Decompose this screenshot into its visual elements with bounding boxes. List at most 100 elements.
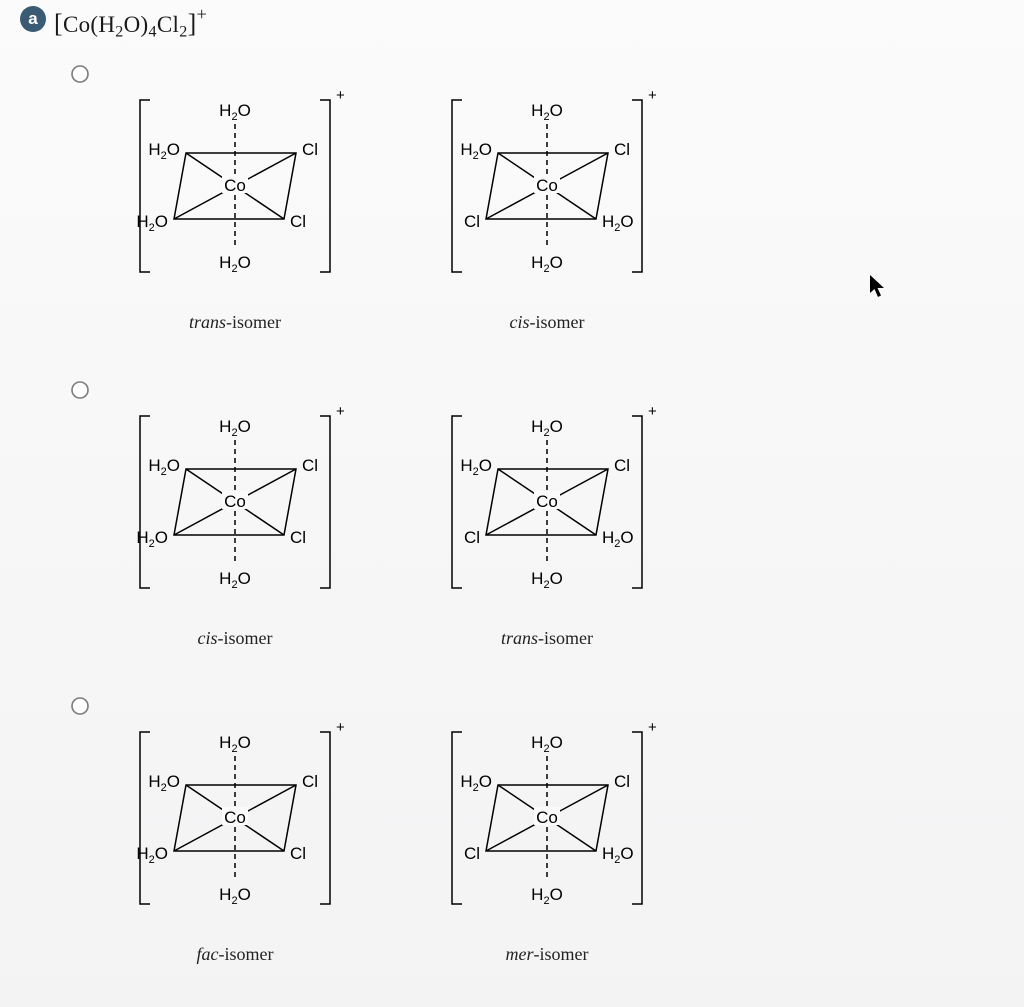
structure-pair: +CoH2OH2OH2OClH2OClcis-isomer+CoH2OH2OH2…: [100, 374, 682, 674]
answer-option: +CoH2OH2OH2OClH2OCltrans-isomer+CoH2OH2O…: [70, 58, 682, 374]
svg-text:H2O: H2O: [219, 733, 251, 755]
svg-text:Cl: Cl: [614, 140, 630, 159]
svg-text:+: +: [336, 719, 345, 736]
formula-part-2: O): [124, 12, 149, 37]
compound-formula: [Co(H2O)4Cl2]+: [54, 4, 207, 41]
svg-text:H2O: H2O: [460, 772, 492, 794]
isomer-prefix: trans: [189, 312, 226, 332]
radio-button[interactable]: [70, 380, 90, 400]
svg-text:H2O: H2O: [460, 456, 492, 478]
structure-diagram: + Co H2O H2O H2O Cl Cl H2O: [412, 690, 682, 940]
svg-text:Cl: Cl: [614, 456, 630, 475]
svg-text:Cl: Cl: [464, 212, 480, 231]
svg-text:+: +: [336, 87, 345, 104]
isomer-prefix: fac: [197, 944, 219, 964]
isomer-caption: cis-isomer: [198, 628, 273, 649]
svg-text:H2O: H2O: [219, 101, 251, 123]
svg-text:Cl: Cl: [464, 844, 480, 863]
svg-text:H2O: H2O: [602, 212, 634, 234]
answer-option: +CoH2OH2OH2OClH2OClfac-isomer+CoH2OH2OH2…: [70, 690, 682, 1006]
structure-block: + Co H2O H2O H2O Cl Cl H2O cis-isomer: [412, 58, 682, 358]
svg-text:H2O: H2O: [531, 253, 563, 275]
svg-text:+: +: [648, 403, 657, 420]
svg-text:Cl: Cl: [290, 528, 306, 547]
svg-text:H2O: H2O: [531, 885, 563, 907]
structure-pair: +CoH2OH2OH2OClH2OCltrans-isomer+CoH2OH2O…: [100, 58, 682, 358]
isomer-caption: mer-isomer: [506, 944, 589, 965]
svg-text:+: +: [648, 719, 657, 736]
isomer-prefix: cis: [198, 628, 218, 648]
svg-text:Cl: Cl: [290, 844, 306, 863]
svg-text:H2O: H2O: [219, 253, 251, 275]
svg-text:H2O: H2O: [136, 844, 168, 866]
structure-block: + Co H2O H2O H2O Cl Cl H2O trans-isomer: [412, 374, 682, 674]
svg-text:Cl: Cl: [290, 212, 306, 231]
structure-diagram: + Co H2O H2O H2O Cl Cl H2O: [412, 58, 682, 308]
page: a [Co(H2O)4Cl2]+ +CoH2OH2OH2OClH2OCltran…: [0, 0, 1024, 1007]
structure-diagram: + Co H2O H2O H2O Cl Cl H2O: [412, 374, 682, 624]
cursor-icon: [868, 273, 888, 299]
isomer-prefix: mer: [506, 944, 534, 964]
svg-text:H2O: H2O: [219, 417, 251, 439]
isomer-prefix: trans: [501, 628, 538, 648]
structure-block: + Co H2O H2O H2O Cl H2O Cl fac-isomer: [100, 690, 370, 990]
svg-text:H2O: H2O: [602, 528, 634, 550]
formula-sub-3: 2: [179, 23, 187, 40]
svg-text:Co: Co: [224, 808, 246, 827]
structure-block: + Co H2O H2O H2O Cl H2O Cl trans-isomer: [100, 58, 370, 358]
isomer-suffix: -isomer: [538, 628, 593, 648]
isomer-prefix: cis: [510, 312, 530, 332]
structure-diagram: + Co H2O H2O H2O Cl H2O Cl: [100, 690, 370, 940]
svg-text:Cl: Cl: [302, 456, 318, 475]
answer-options: +CoH2OH2OH2OClH2OCltrans-isomer+CoH2OH2O…: [70, 58, 682, 1006]
svg-text:Co: Co: [224, 176, 246, 195]
formula-part-3: Cl: [157, 12, 179, 37]
structure-block: + Co H2O H2O H2O Cl Cl H2O mer-isomer: [412, 690, 682, 990]
formula-sub-2: 4: [149, 23, 157, 40]
svg-text:H2O: H2O: [219, 885, 251, 907]
isomer-caption: fac-isomer: [197, 944, 274, 965]
isomer-suffix: -isomer: [219, 944, 274, 964]
formula-sub-1: 2: [115, 23, 123, 40]
svg-text:Cl: Cl: [302, 772, 318, 791]
svg-text:H2O: H2O: [148, 140, 180, 162]
svg-text:H2O: H2O: [460, 140, 492, 162]
structure-diagram: +CoH2OH2OH2OClH2OCl: [100, 374, 370, 624]
svg-text:H2O: H2O: [531, 101, 563, 123]
isomer-suffix: -isomer: [530, 312, 585, 332]
formula-charge: +: [197, 4, 208, 24]
svg-text:H2O: H2O: [531, 733, 563, 755]
open-bracket: [: [54, 9, 63, 38]
isomer-suffix: -isomer: [218, 628, 273, 648]
svg-text:Co: Co: [536, 176, 558, 195]
radio-button[interactable]: [70, 696, 90, 716]
svg-text:H2O: H2O: [136, 212, 168, 234]
svg-text:+: +: [648, 87, 657, 104]
svg-text:+: +: [336, 403, 345, 420]
svg-text:H2O: H2O: [148, 456, 180, 478]
svg-text:H2O: H2O: [531, 569, 563, 591]
radio-button[interactable]: [70, 64, 90, 84]
structure-diagram: + Co H2O H2O H2O Cl H2O Cl: [100, 58, 370, 308]
svg-text:H2O: H2O: [602, 844, 634, 866]
isomer-suffix: -isomer: [534, 944, 589, 964]
isomer-caption: trans-isomer: [501, 628, 593, 649]
svg-text:Cl: Cl: [614, 772, 630, 791]
close-bracket: ]: [188, 9, 197, 38]
isomer-caption: cis-isomer: [510, 312, 585, 333]
svg-text:Co: Co: [224, 492, 246, 511]
structure-pair: +CoH2OH2OH2OClH2OClfac-isomer+CoH2OH2OH2…: [100, 690, 682, 990]
isomer-suffix: -isomer: [226, 312, 281, 332]
structure-block: +CoH2OH2OH2OClH2OClcis-isomer: [100, 374, 370, 674]
isomer-caption: trans-isomer: [189, 312, 281, 333]
svg-text:H2O: H2O: [148, 772, 180, 794]
svg-text:Cl: Cl: [302, 140, 318, 159]
svg-text:Co: Co: [536, 492, 558, 511]
svg-text:H2O: H2O: [531, 417, 563, 439]
formula-part-1: Co(H: [63, 12, 115, 37]
svg-text:Cl: Cl: [464, 528, 480, 547]
question-letter-badge: a: [20, 6, 46, 32]
svg-text:Co: Co: [536, 808, 558, 827]
svg-text:H2O: H2O: [219, 569, 251, 591]
answer-option: +CoH2OH2OH2OClH2OClcis-isomer+CoH2OH2OH2…: [70, 374, 682, 690]
